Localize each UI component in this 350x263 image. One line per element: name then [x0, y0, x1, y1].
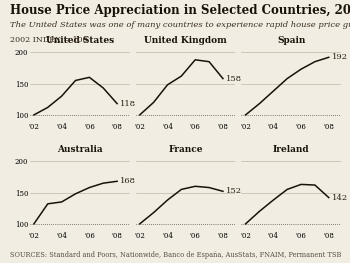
- Title: Ireland: Ireland: [273, 145, 310, 154]
- Text: 142: 142: [331, 194, 348, 201]
- Text: House Price Appreciation in Selected Countries, 2002-2008: House Price Appreciation in Selected Cou…: [10, 4, 350, 17]
- Text: 192: 192: [331, 53, 348, 61]
- Text: 168: 168: [120, 177, 136, 185]
- Title: Australia: Australia: [57, 145, 103, 154]
- Text: 152: 152: [226, 187, 242, 195]
- Text: 158: 158: [226, 75, 242, 83]
- Text: 2002 INDEX = 100: 2002 INDEX = 100: [10, 36, 88, 44]
- Text: The United States was one of many countries to experience rapid house price grow: The United States was one of many countr…: [10, 21, 350, 28]
- Text: 118: 118: [120, 100, 136, 108]
- Title: Spain: Spain: [277, 36, 306, 45]
- Title: United States: United States: [46, 36, 114, 45]
- Title: France: France: [168, 145, 203, 154]
- Text: SOURCES: Standard and Poors, Nationwide, Banco de España, AusStats, FNAIM, Perma: SOURCES: Standard and Poors, Nationwide,…: [10, 251, 342, 259]
- Title: United Kingdom: United Kingdom: [144, 36, 227, 45]
